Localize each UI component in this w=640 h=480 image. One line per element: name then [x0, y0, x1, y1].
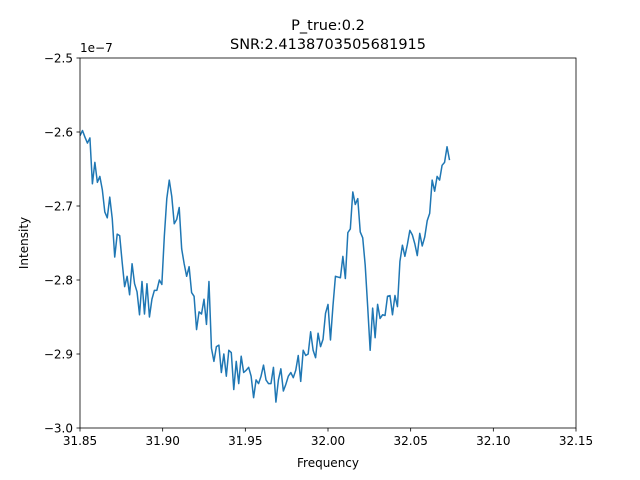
y-tick-label: −2.9 — [44, 348, 73, 362]
plot-frame — [79, 57, 577, 429]
x-tick-label: 32.10 — [476, 434, 510, 448]
series-line — [80, 129, 451, 403]
x-tick-label: 32.00 — [311, 434, 345, 448]
x-tick-label: 31.85 — [63, 434, 97, 448]
y-axis-label: Intensity — [17, 217, 31, 269]
y-tick-label: −2.5 — [44, 52, 73, 66]
y-tick-label: −2.6 — [44, 126, 73, 140]
x-tick-label: 31.95 — [228, 434, 262, 448]
x-axis-label: Frequency — [297, 456, 359, 470]
x-tick-label: 32.15 — [559, 434, 593, 448]
x-tick-label: 32.05 — [393, 434, 427, 448]
chart-title-line1: P_true:0.2 — [291, 18, 365, 34]
y-offset-label: 1e−7 — [80, 41, 113, 55]
y-tick-label: −2.8 — [44, 274, 73, 288]
y-tick-label: −3.0 — [44, 422, 73, 436]
tick-layer: 31.85 31.90 31.95 32.00 32.05 32.10 32.15 −3.0 −… — [44, 52, 593, 449]
y-tick-label: −2.7 — [44, 200, 73, 214]
x-tick-label: 31.90 — [145, 434, 179, 448]
chart-title-line2: SNR:2.4138703505681915 — [230, 37, 426, 53]
